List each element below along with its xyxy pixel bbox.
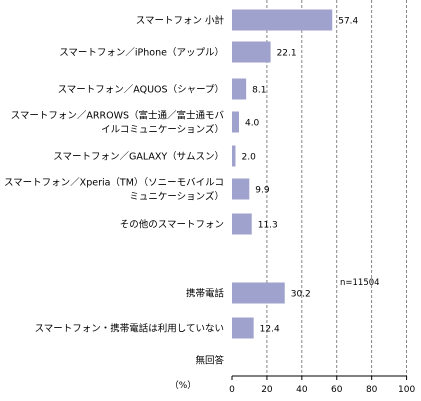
value-label: 11.3 xyxy=(258,221,278,231)
bar xyxy=(232,41,271,63)
value-label: 9.9 xyxy=(255,186,270,196)
value-label: 12.4 xyxy=(260,325,280,335)
category-label: スマートフォン／Xperia（TM）（ソニーモバイルコ xyxy=(4,177,224,189)
value-label: 30.2 xyxy=(291,290,311,300)
bar xyxy=(232,282,285,304)
bar xyxy=(232,9,333,31)
tick-label: 0 xyxy=(229,385,235,395)
tick-label: 80 xyxy=(366,385,378,395)
category-label: 無回答 xyxy=(195,355,224,367)
category-label: イルコミュニケーションズ） xyxy=(101,124,224,136)
bar xyxy=(232,78,247,100)
bar xyxy=(232,213,252,235)
value-label: 2.0 xyxy=(241,153,256,163)
bar xyxy=(232,111,239,133)
value-label: 4.0 xyxy=(245,119,260,129)
category-label: スマートフォン／GALAXY（サムスン） xyxy=(53,151,224,163)
category-label: 携帯電話 xyxy=(186,288,225,300)
sample-size-annotation: n=11504 xyxy=(340,278,380,288)
bars xyxy=(232,9,333,339)
category-label: スマートフォン／AQUOS（シャープ） xyxy=(58,84,224,96)
category-label: スマートフォン 小計 xyxy=(136,15,225,27)
category-label: ミュニケーションズ） xyxy=(129,191,224,203)
category-label: スマートフォン／ARROWS（富士通／富士通モバ xyxy=(11,110,225,122)
category-label: スマートフォン・携帯電話は利用していない xyxy=(35,323,224,335)
tick-label: 60 xyxy=(331,385,343,395)
x-axis-unit-label: （%） xyxy=(170,380,197,391)
category-label: スマートフォン／iPhone（アップル） xyxy=(59,47,224,59)
value-label: 22.1 xyxy=(277,49,297,59)
grid-lines xyxy=(266,0,408,376)
value-label: 57.4 xyxy=(338,17,358,27)
bar xyxy=(232,317,254,339)
x-axis-ticks: 0 20 40 60 80 100 xyxy=(229,376,415,395)
tick-label: 100 xyxy=(398,385,415,395)
value-label: 8.1 xyxy=(252,86,266,96)
category-label: その他のスマートフォン xyxy=(120,219,224,231)
tick-label: 40 xyxy=(296,385,308,395)
bar xyxy=(232,145,236,167)
value-labels: 57.4 22.1 8.1 4.0 2.0 9.9 11.3 30.2 12.4 xyxy=(241,17,358,335)
tick-label: 20 xyxy=(261,385,273,395)
bar xyxy=(232,178,250,200)
